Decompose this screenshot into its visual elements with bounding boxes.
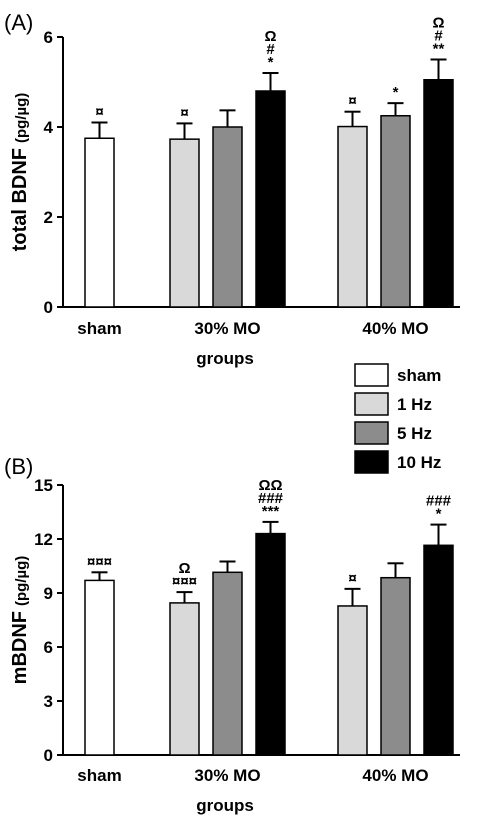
bar-10-hz [423, 544, 454, 756]
significance-mark: Ω [264, 28, 276, 45]
category-label: sham [77, 766, 121, 785]
significance-mark: ¤¤¤ [87, 553, 112, 570]
y-tick-label: 6 [44, 638, 53, 657]
bar-5-hz [380, 576, 411, 756]
significance-mark: Ω [432, 15, 444, 32]
y-axis-label-unit: (pg/µg) [13, 556, 30, 606]
legend-label: 1 Hz [397, 395, 432, 414]
bar-1-hz [337, 605, 368, 756]
significance-mark: ΩΩ [258, 477, 282, 494]
legend-swatch [354, 450, 389, 474]
category-label: 30% MO [194, 319, 260, 338]
y-tick-label: 12 [34, 530, 53, 549]
y-tick-label: 0 [44, 298, 53, 317]
significance-mark: ¤ [348, 93, 356, 110]
y-tick-label: 3 [44, 692, 53, 711]
significance-mark: * [393, 84, 399, 101]
category-label: 40% MO [362, 766, 428, 785]
category-label: 30% MO [194, 766, 260, 785]
significance-mark: Ω [178, 560, 190, 577]
bar-5-hz [380, 115, 411, 308]
panel-label: (B) [4, 454, 33, 479]
x-axis-label: groups [196, 349, 254, 368]
bar-10-hz [255, 90, 286, 308]
category-label: sham [77, 319, 121, 338]
y-tick-label: 0 [44, 746, 53, 765]
bar-5-hz [212, 126, 243, 308]
y-tick-label: 15 [34, 476, 53, 495]
significance-mark: ** [433, 41, 445, 58]
significance-mark: # [434, 28, 443, 45]
significance-mark: ¤ [348, 570, 356, 587]
bar-10-hz [423, 79, 454, 308]
y-tick-label: 2 [44, 208, 53, 227]
bar-10-hz [255, 532, 286, 756]
y-axis-label-text: total BDNF [9, 148, 31, 251]
bar-1-hz [169, 602, 200, 756]
significance-mark: * [268, 54, 274, 71]
significance-mark: ¤ [95, 104, 103, 121]
significance-mark: * [436, 506, 442, 523]
panel-label: (A) [4, 10, 33, 35]
significance-mark: # [266, 41, 275, 58]
y-axis-label: total BDNF (pg/µg) [9, 93, 31, 252]
significance-mark: ### [426, 493, 452, 510]
y-tick-label: 9 [44, 584, 53, 603]
legend-label: 5 Hz [397, 424, 432, 443]
x-axis-label: groups [196, 796, 254, 815]
bar-5-hz [212, 571, 243, 756]
bar-1-hz [337, 125, 368, 308]
y-tick-label: 6 [44, 28, 53, 47]
bar-sham [84, 137, 115, 308]
bar-1-hz [169, 138, 200, 308]
bar-sham [84, 579, 115, 756]
legend-swatch [354, 421, 389, 445]
significance-mark: ¤¤¤ [172, 573, 197, 590]
significance-mark: *** [262, 503, 280, 520]
y-axis-label-unit: (pg/µg) [13, 93, 30, 143]
y-tick-label: 4 [44, 118, 54, 137]
legend: sham 1 Hz 5 Hz 10 Hz [354, 363, 441, 474]
significance-mark: ¤ [180, 104, 188, 121]
legend-swatch [354, 363, 389, 387]
legend-label: sham [397, 366, 441, 385]
y-axis-label-text: mBDNF [9, 611, 31, 684]
legend-label: 10 Hz [397, 453, 441, 472]
y-axis-label: mBDNF (pg/µg) [9, 556, 31, 685]
significance-mark: ### [258, 490, 284, 507]
legend-swatch [354, 392, 389, 416]
category-label: 40% MO [362, 319, 428, 338]
